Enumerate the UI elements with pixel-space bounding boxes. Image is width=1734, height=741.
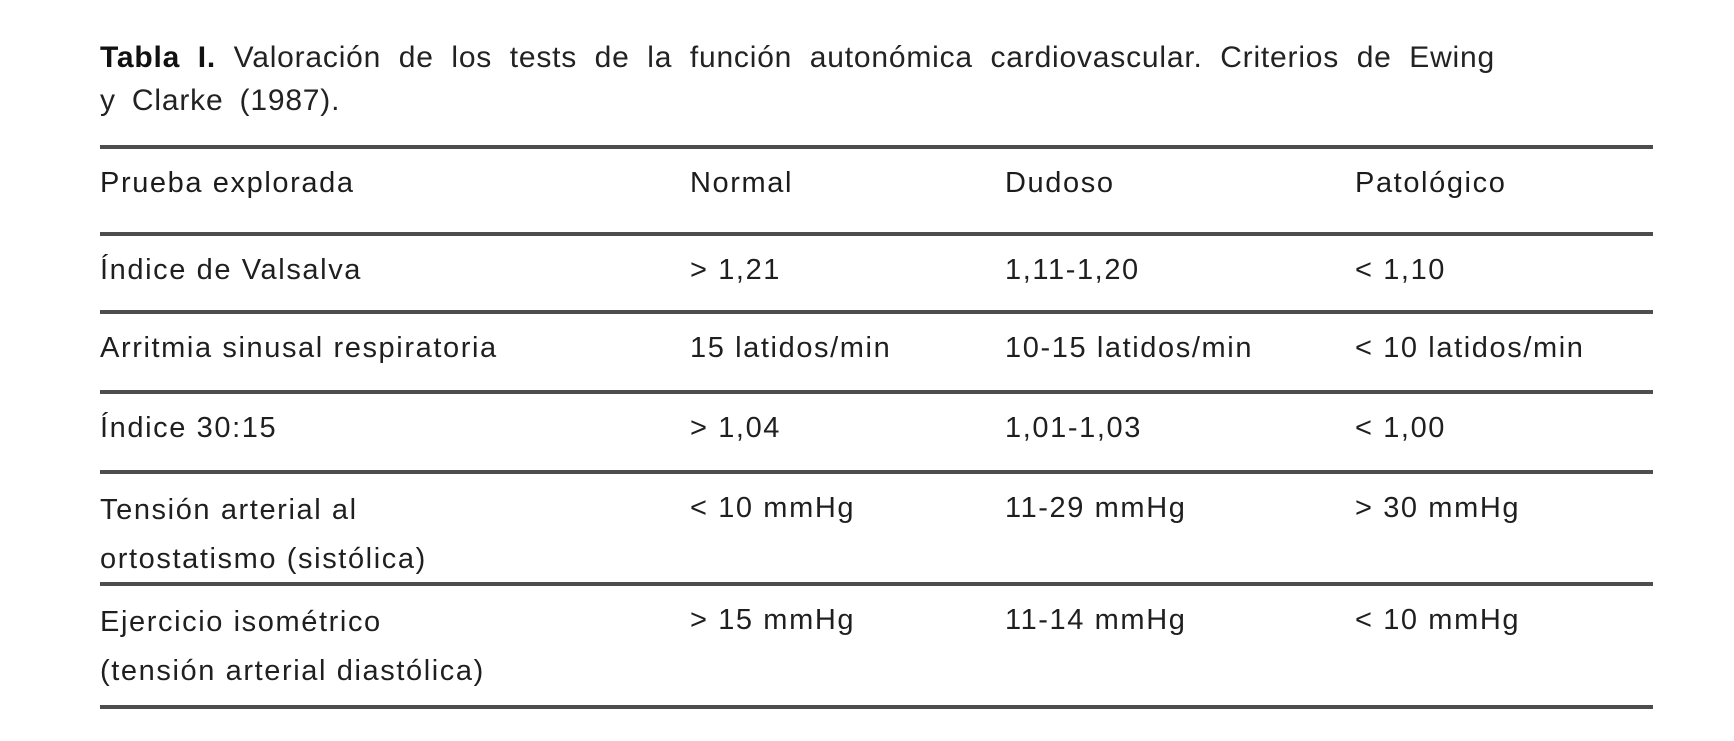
- ewing-clarke-criteria-table: Prueba explorada Normal Dudoso Patológic…: [100, 145, 1653, 709]
- value-patologico: < 1,00: [1355, 412, 1447, 444]
- row-label: Índice 30:15: [100, 412, 278, 444]
- value-normal: 15 latidos/min: [690, 332, 892, 364]
- row-label: Índice de Valsalva: [100, 254, 363, 286]
- value-dudoso: 11-14 mmHg: [1005, 604, 1187, 636]
- value-normal: > 1,04: [690, 412, 782, 444]
- row-label-line1: Ejercicio isométrico: [100, 606, 382, 638]
- value-dudoso: 1,01-1,03: [1005, 412, 1142, 444]
- table-row-indice-valsalva: Índice de Valsalva > 1,21 1,11-1,20 < 1,…: [100, 232, 1653, 310]
- value-patologico: < 10 latidos/min: [1355, 332, 1585, 364]
- value-normal: > 15 mmHg: [690, 604, 856, 636]
- table-caption: Tabla I. Valoración de los tests de la f…: [100, 36, 1495, 122]
- column-header-patologico: Patológico: [1355, 167, 1507, 199]
- value-dudoso: 10-15 latidos/min: [1005, 332, 1254, 364]
- value-dudoso: 11-29 mmHg: [1005, 492, 1187, 524]
- value-normal: > 1,21: [690, 254, 782, 286]
- table-row-arritmia-sinusal: Arritmia sinusal respiratoria 15 latidos…: [100, 310, 1653, 390]
- column-header-dudoso: Dudoso: [1005, 167, 1115, 199]
- table-row-tension-arterial-ortostatismo: Tensión arterial al ortostatismo (sistól…: [100, 470, 1653, 582]
- table-row-ejercicio-isometrico: Ejercicio isométrico (tensión arterial d…: [100, 582, 1653, 709]
- row-label: Ejercicio isométrico (tensión arterial d…: [100, 586, 690, 705]
- table-row-indice-30-15: Índice 30:15 > 1,04 1,01-1,03 < 1,00: [100, 390, 1653, 470]
- table-caption-text: Valoración de los tests de la función au…: [100, 41, 1495, 117]
- table-caption-label: Tabla I.: [100, 41, 217, 74]
- row-label: Arritmia sinusal respiratoria: [100, 332, 498, 364]
- row-label: Tensión arterial al ortostatismo (sistól…: [100, 474, 690, 584]
- value-patologico: < 10 mmHg: [1355, 604, 1521, 636]
- column-header-normal: Normal: [690, 167, 794, 199]
- row-label-line1: Tensión arterial al: [100, 494, 358, 526]
- value-patologico: > 30 mmHg: [1355, 492, 1521, 524]
- row-label-line2: (tensión arterial diastólica): [100, 655, 485, 687]
- table-header-row: Prueba explorada Normal Dudoso Patológic…: [100, 145, 1653, 232]
- value-dudoso: 1,11-1,20: [1005, 254, 1140, 286]
- value-normal: < 10 mmHg: [690, 492, 856, 524]
- column-header-prueba-explorada: Prueba explorada: [100, 167, 355, 199]
- value-patologico: < 1,10: [1355, 254, 1447, 286]
- row-label-line2: ortostatismo (sistólica): [100, 543, 427, 575]
